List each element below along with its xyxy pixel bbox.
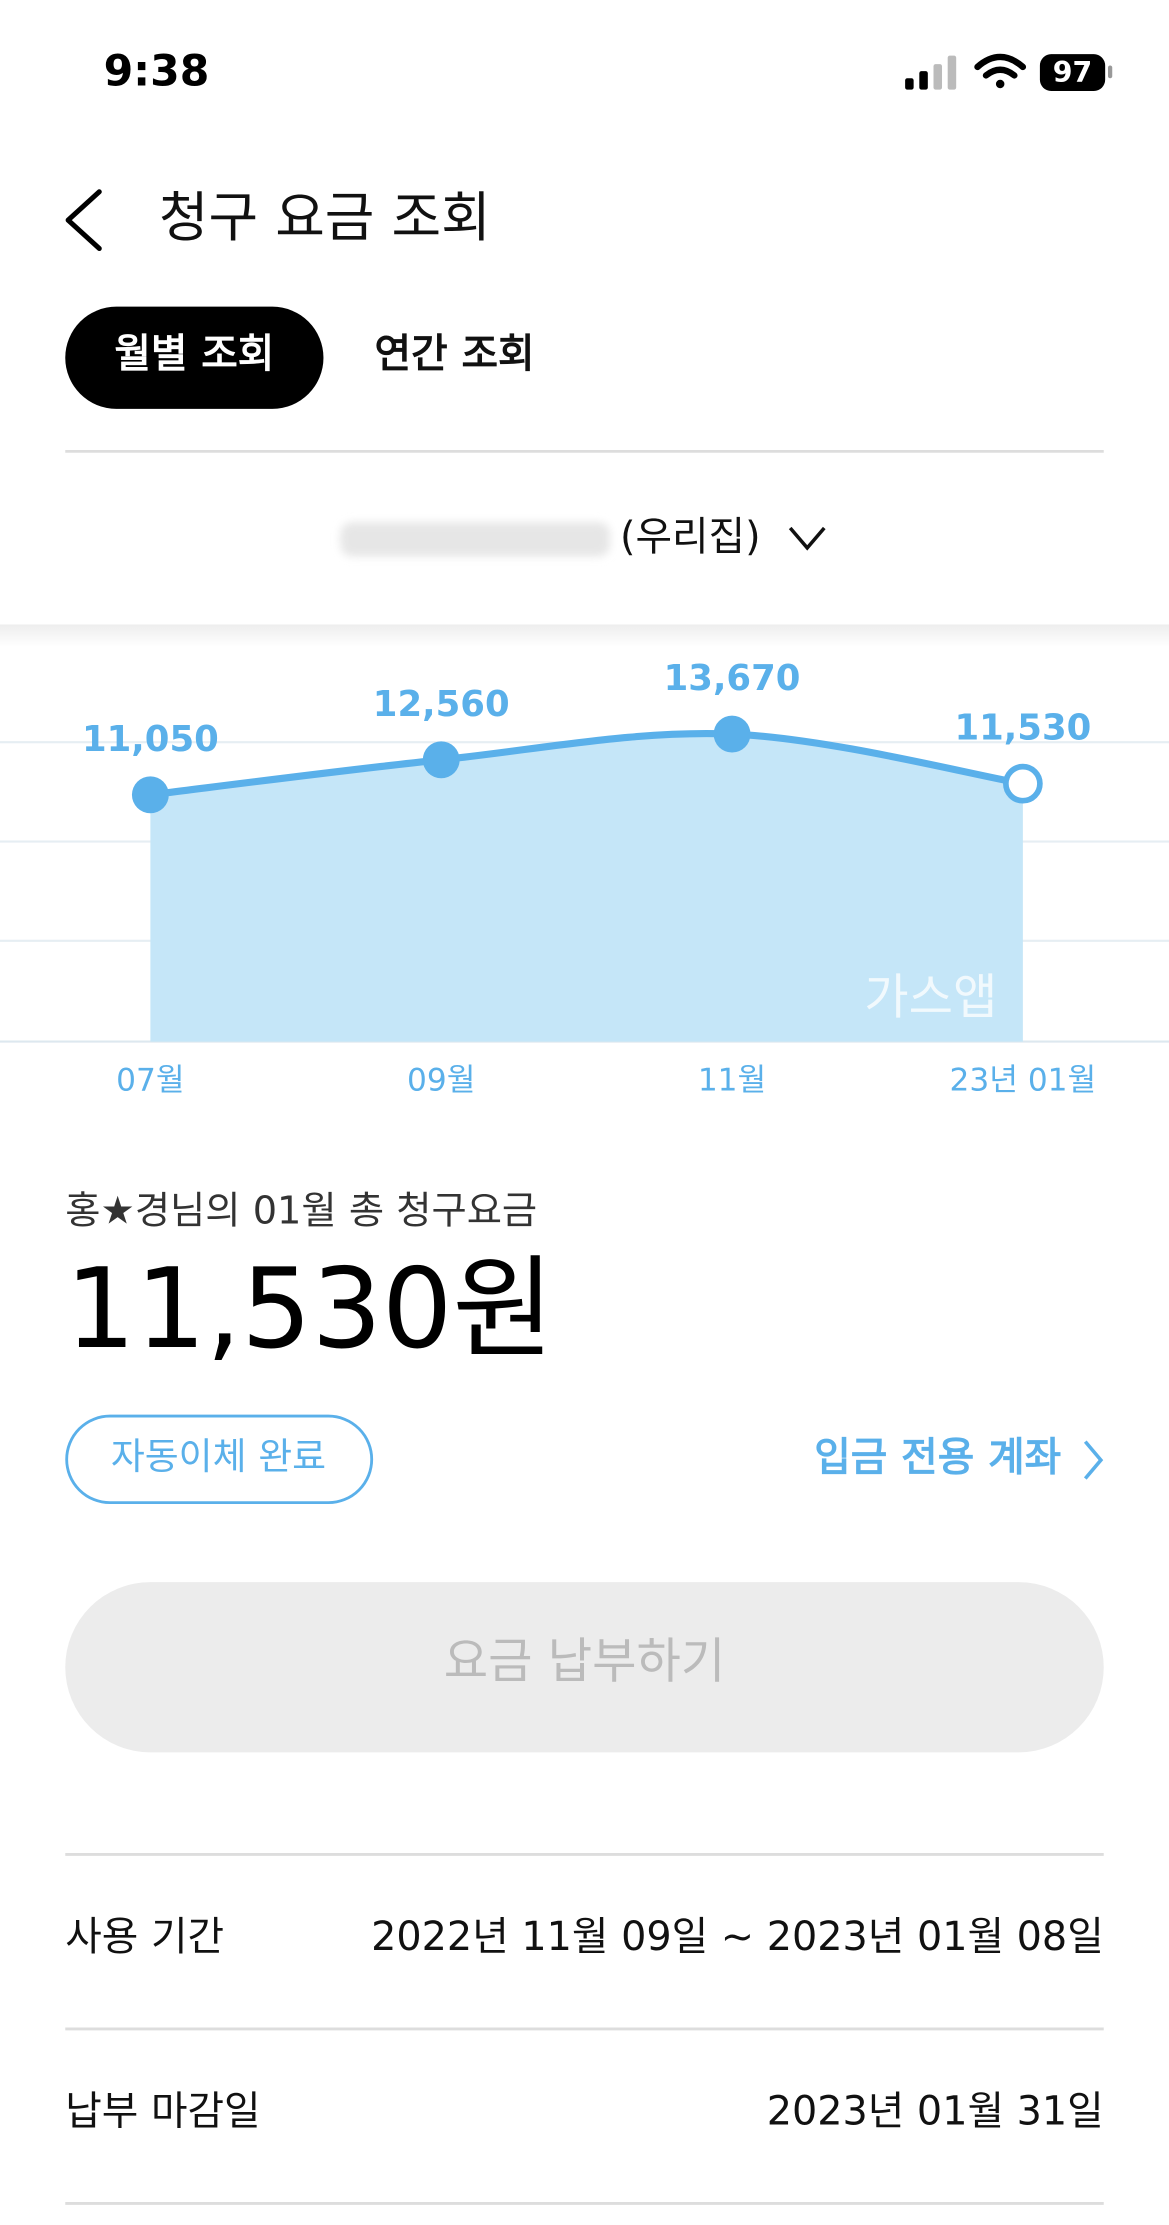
tab-yearly[interactable]: 연간 조회 xyxy=(375,331,535,377)
status-time: 9:38 xyxy=(104,47,210,97)
battery-cap xyxy=(1107,65,1113,79)
battery xyxy=(1039,54,1106,92)
account-number-blurred xyxy=(340,522,611,557)
pay-button[interactable] xyxy=(65,1582,1104,1753)
line xyxy=(146,730,1027,799)
detail-value: 2022년 11월 09일 ~ 2023년 01월 08일 xyxy=(371,1914,1104,1960)
value-label: 13,670 xyxy=(664,658,801,699)
x-tick-label: 09월 xyxy=(407,1062,475,1098)
value-label: 11,530 xyxy=(954,708,1091,749)
account-link[interactable]: 입금 전용 계좌 xyxy=(814,1435,1061,1481)
page-title: 청구 요금 조회 xyxy=(159,186,491,249)
detail-label: 사용 기간 xyxy=(65,1914,224,1960)
account-link-arrow[interactable] xyxy=(1083,1440,1104,1480)
tab-monthly[interactable]: 월별 조회 xyxy=(114,331,274,377)
x-tick-label: 07월 xyxy=(116,1062,184,1098)
detail-label: 납부 마감일 xyxy=(65,2089,260,2135)
point xyxy=(422,741,460,779)
summary-amount: 11,530원 xyxy=(65,1245,554,1374)
tab-active-bg[interactable] xyxy=(65,306,324,409)
watermark: 가스앱 xyxy=(864,969,997,1025)
account-dropdown[interactable] xyxy=(788,526,826,551)
back-button[interactable] xyxy=(65,189,102,252)
area xyxy=(150,733,1023,1042)
value-label: 12,560 xyxy=(373,684,510,725)
point xyxy=(713,715,751,753)
point xyxy=(1003,763,1043,804)
autopay-badge xyxy=(65,1414,374,1505)
autopay-label: 자동이체 완료 xyxy=(111,1435,326,1478)
detail-value: 2023년 01월 31일 xyxy=(767,2089,1104,2135)
signal-icon xyxy=(905,55,957,90)
point xyxy=(131,776,169,814)
panel-shadow xyxy=(0,624,1169,648)
x-tick-label: 23년 01월 xyxy=(950,1062,1097,1098)
value-label: 11,050 xyxy=(82,719,219,760)
chart: 가스앱 11,050 07월 12,560 09월 13,670 11월 11,530 23년 … xyxy=(82,658,1096,1098)
account-label[interactable]: (우리집) xyxy=(620,514,761,560)
battery-level: 97 xyxy=(1053,56,1092,89)
wifi-icon xyxy=(974,53,1027,89)
x-tick-label: 11월 xyxy=(698,1062,766,1098)
pay-button-label[interactable]: 요금 납부하기 xyxy=(444,1633,726,1689)
summary-heading: 홍★경님의 01월 총 청구요금 xyxy=(65,1189,537,1234)
